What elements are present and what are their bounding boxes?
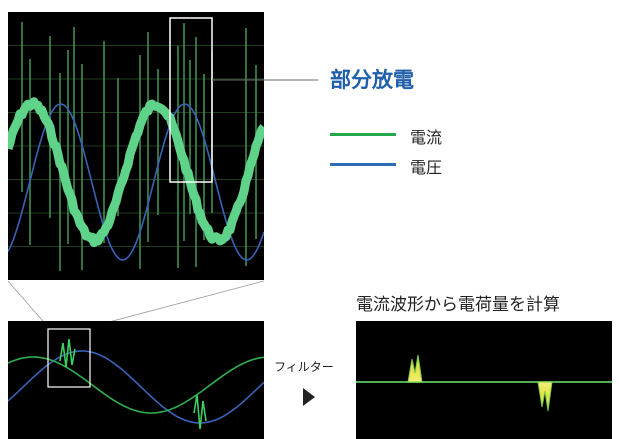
positive-pulse (407, 354, 423, 383)
legend-swatch-voltage (330, 163, 396, 166)
partial-discharge-title: 部分放電 (330, 68, 414, 92)
overview-voltage-waveform (8, 350, 264, 424)
legend-label-voltage: 電圧 (410, 158, 443, 177)
overview-background (8, 321, 264, 439)
voltage-waveform (8, 103, 264, 261)
oscilloscope-overview (8, 321, 264, 439)
current-waveform (8, 97, 264, 248)
filter-label: フィルター (274, 360, 334, 374)
overview-highlight-box (47, 328, 91, 388)
overview-pd-spike (59, 338, 76, 368)
overview-current-waveform (8, 356, 264, 414)
negative-pulse (537, 381, 553, 412)
filtered-pulse-view (356, 321, 612, 439)
filter-arrow-icon (303, 388, 315, 406)
overview-pd-spike (193, 394, 207, 430)
pd-highlight-box (169, 17, 213, 183)
legend-swatch-current (330, 133, 396, 136)
result-caption: 電流波形から電荷量を計算 (356, 295, 560, 315)
legend-label-current: 電流 (410, 128, 443, 147)
oscilloscope-zoom-view (8, 12, 264, 280)
filtered-background (356, 321, 612, 439)
